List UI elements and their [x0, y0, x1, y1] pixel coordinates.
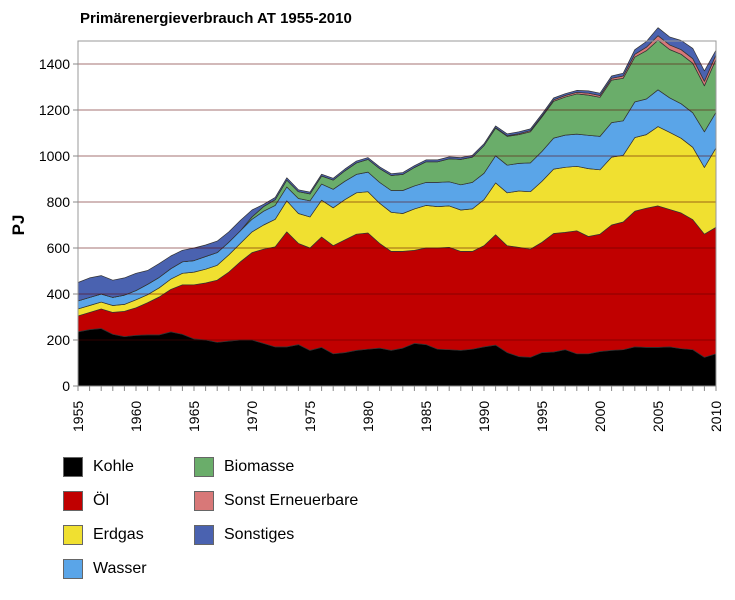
legend-item-öl: Öl [63, 490, 109, 512]
legend-label: Kohle [93, 458, 134, 475]
xtick-label-1970: 1970 [244, 401, 260, 432]
legend-swatch [194, 491, 214, 511]
legend-swatch [63, 457, 83, 477]
areas-layer [77, 27, 717, 387]
legend-swatch [63, 525, 83, 545]
legend-label: Sonstiges [224, 526, 295, 543]
ytick-label-600: 600 [47, 240, 71, 256]
xtick-label-2005: 2005 [650, 401, 666, 432]
legend-swatch [63, 559, 83, 579]
y-axis-label: PJ [9, 215, 28, 236]
legend-swatch [63, 491, 83, 511]
legend-label: Wasser [93, 560, 147, 577]
chart-title: Primärenergieverbrauch AT 1955-2010 [80, 10, 352, 27]
legend-swatch [194, 525, 214, 545]
xtick-label-1980: 1980 [360, 401, 376, 432]
legend-label: Erdgas [93, 526, 144, 543]
xtick-label-1995: 1995 [534, 401, 550, 432]
xtick-label-1965: 1965 [186, 401, 202, 432]
legend-item-sonstiges: Sonstiges [194, 524, 294, 546]
xtick-label-1960: 1960 [128, 401, 144, 432]
xtick-label-2010: 2010 [708, 401, 724, 432]
legend-swatch [194, 457, 214, 477]
xtick-label-1975: 1975 [302, 401, 318, 432]
xtick-label-1990: 1990 [476, 401, 492, 432]
gridlines [78, 63, 716, 341]
legend-item-sonst-erneuerbare: Sonst Erneuerbare [194, 490, 358, 512]
legend-label: Sonst Erneuerbare [224, 492, 359, 509]
xtick-label-2000: 2000 [592, 401, 608, 432]
xtick-label-1985: 1985 [418, 401, 434, 432]
ytick-label-1400: 1400 [39, 56, 70, 72]
ytick-label-0: 0 [62, 378, 70, 394]
ytick-label-1200: 1200 [39, 102, 70, 118]
legend-item-wasser: Wasser [63, 558, 147, 580]
ytick-label-800: 800 [47, 194, 71, 210]
legend-item-erdgas: Erdgas [63, 524, 144, 546]
ytick-label-400: 400 [47, 286, 71, 302]
legend: Kohle Öl Erdgas Wasser Biomasse Sonst Erneuer… [63, 456, 483, 596]
ytick-label-1000: 1000 [39, 148, 70, 164]
legend-item-biomasse: Biomasse [194, 456, 294, 478]
legend-item-kohle: Kohle [63, 456, 134, 478]
axes: 0 200 400 600 800 1000 1200 1400 1955 1960 1965 197… [39, 56, 724, 432]
xtick-label-1955: 1955 [70, 401, 86, 432]
ytick-label-200: 200 [47, 332, 71, 348]
legend-label: Öl [93, 492, 109, 509]
legend-label: Biomasse [224, 458, 295, 475]
